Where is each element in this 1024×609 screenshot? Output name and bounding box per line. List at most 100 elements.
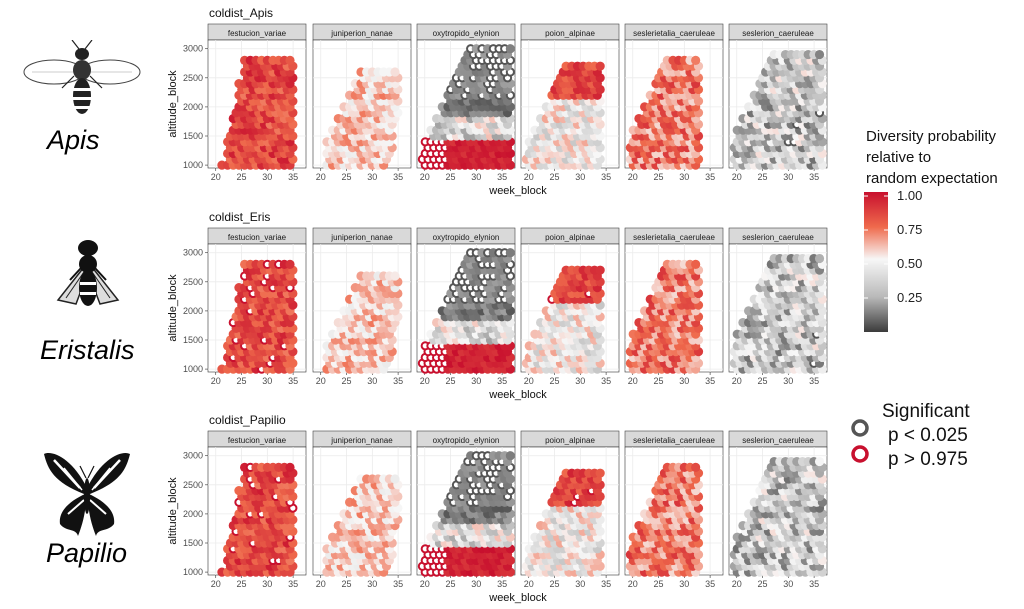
x-tick-label: 35: [705, 376, 715, 386]
x-tick-label: 35: [288, 376, 298, 386]
y-tick-label: 2500: [183, 73, 203, 83]
x-tick-label: 25: [237, 376, 247, 386]
data-point: [505, 451, 515, 461]
butterfly-icon: [44, 453, 130, 536]
facet-label: festucion_variae: [228, 29, 287, 38]
x-tick-label: 25: [550, 376, 560, 386]
data-point: [285, 462, 295, 472]
x-tick-label: 30: [367, 376, 377, 386]
x-tick-label: 30: [262, 579, 272, 589]
chart-title: coldist_Papilio: [209, 413, 286, 427]
x-tick-label: 35: [497, 376, 507, 386]
x-tick-label: 35: [288, 579, 298, 589]
x-tick-label: 20: [732, 376, 742, 386]
y-tick-label: 3000: [183, 44, 203, 54]
x-tick-label: 30: [679, 579, 689, 589]
facet-label: oxytropido_elynion: [433, 233, 500, 242]
x-tick-label: 25: [758, 579, 768, 589]
x-tick-label: 20: [420, 579, 430, 589]
legend-tick: 1.00: [897, 188, 923, 203]
x-tick-label: 25: [758, 376, 768, 386]
x-tick-label: 20: [211, 376, 221, 386]
facet-label: oxytropido_elynion: [433, 436, 500, 445]
facet-label: poion_alpinae: [545, 29, 595, 38]
y-tick-label: 2500: [183, 277, 203, 287]
y-tick-label: 2000: [183, 509, 203, 519]
y-tick-label: 3000: [183, 248, 203, 258]
data-point: [595, 61, 605, 71]
data-point: [814, 253, 825, 264]
x-tick-label: 20: [732, 579, 742, 589]
data-point: [814, 456, 825, 467]
legend-title-line: Diversity probability: [866, 128, 997, 145]
y-tick-label: 1000: [183, 364, 203, 374]
legend-tick: 0.50: [897, 256, 923, 271]
facet-label: oxytropido_elynion: [433, 29, 500, 38]
y-tick-label: 1500: [183, 538, 203, 548]
x-tick-label: 25: [550, 579, 560, 589]
x-axis-label: week_block: [488, 185, 547, 197]
x-tick-label: 20: [211, 579, 221, 589]
x-tick-label: 30: [367, 172, 377, 182]
chart-title: coldist_Apis: [209, 6, 273, 20]
x-tick-label: 25: [446, 172, 456, 182]
x-tick-label: 20: [420, 376, 430, 386]
x-tick-label: 35: [497, 579, 507, 589]
x-tick-label: 35: [705, 172, 715, 182]
y-tick-label: 2500: [183, 480, 203, 490]
legend-title: Diversity probability relative to random…: [866, 126, 998, 189]
x-tick-label: 20: [524, 579, 534, 589]
x-tick-label: 25: [654, 376, 664, 386]
y-tick-label: 1500: [183, 335, 203, 345]
y-axis-label: altitude_block: [167, 274, 179, 342]
legend-tick: 0.25: [897, 290, 923, 305]
x-tick-label: 30: [262, 376, 272, 386]
x-tick-label: 35: [497, 172, 507, 182]
x-tick-label: 30: [783, 172, 793, 182]
facet-label: poion_alpinae: [545, 436, 595, 445]
x-tick-label: 35: [809, 579, 819, 589]
data-point: [390, 474, 400, 484]
facet-label: seslerietalia_caeruleae: [633, 233, 715, 242]
x-tick-label: 20: [420, 172, 430, 182]
legend-tick: 0.75: [897, 222, 923, 237]
x-tick-label: 25: [550, 172, 560, 182]
significance-label-low: p < 0.025: [888, 425, 968, 446]
x-tick-label: 35: [393, 579, 403, 589]
x-tick-label: 35: [601, 579, 611, 589]
facet-label: seslerion_caeruleae: [742, 436, 814, 445]
x-tick-label: 30: [471, 376, 481, 386]
x-tick-label: 25: [237, 172, 247, 182]
x-tick-label: 30: [367, 579, 377, 589]
x-tick-label: 20: [211, 172, 221, 182]
significance-label-high: p > 0.975: [888, 449, 968, 470]
x-tick-label: 30: [471, 172, 481, 182]
data-point: [390, 67, 400, 77]
x-tick-label: 30: [262, 172, 272, 182]
y-tick-label: 3000: [183, 451, 203, 461]
x-tick-label: 30: [471, 579, 481, 589]
x-tick-label: 25: [446, 579, 456, 589]
y-axis-label: altitude_block: [167, 477, 179, 545]
x-tick-label: 35: [601, 172, 611, 182]
significance-marker-grey: [851, 419, 869, 437]
x-tick-label: 20: [732, 172, 742, 182]
x-tick-label: 35: [288, 172, 298, 182]
x-tick-label: 25: [446, 376, 456, 386]
x-axis-label: week_block: [488, 389, 547, 401]
x-tick-label: 25: [654, 172, 664, 182]
facet-label: seslerion_caeruleae: [742, 29, 814, 38]
data-point: [691, 259, 701, 269]
y-tick-label: 1500: [183, 131, 203, 141]
x-tick-label: 30: [679, 376, 689, 386]
x-tick-label: 25: [758, 172, 768, 182]
x-tick-label: 20: [524, 172, 534, 182]
data-point: [505, 248, 515, 258]
x-tick-label: 35: [393, 172, 403, 182]
x-tick-label: 20: [628, 376, 638, 386]
significance-legend-title: Significant: [882, 401, 970, 422]
facet-label: seslerietalia_caeruleae: [633, 436, 715, 445]
facet-label: juniperion_nanae: [330, 233, 393, 242]
faceted-chart-area: coldist_Apis festucion_variae 20 25 30 35 1000…: [167, 6, 828, 604]
facet-label: festucion_variae: [228, 233, 287, 242]
